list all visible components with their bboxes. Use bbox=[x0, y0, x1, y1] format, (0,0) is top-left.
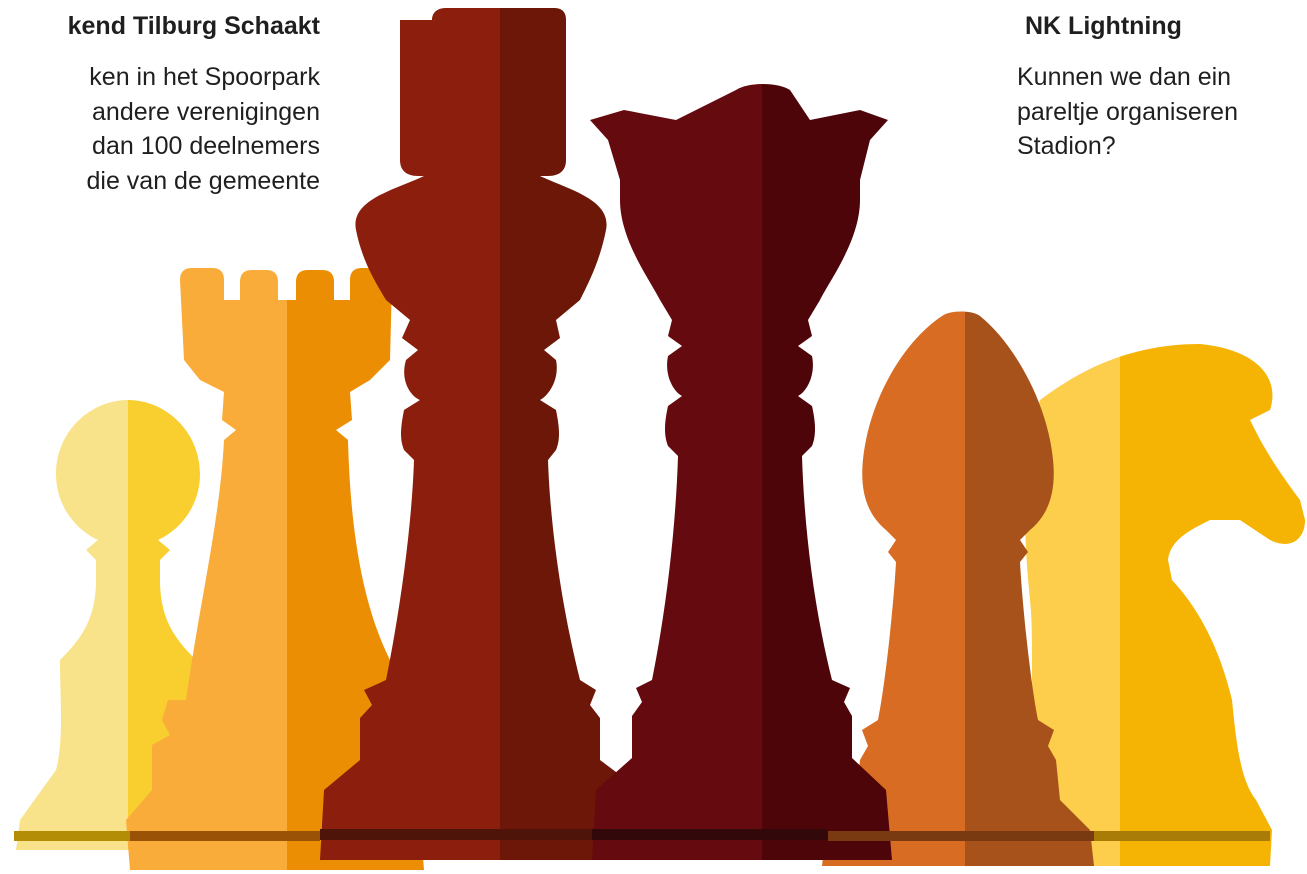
left-text-block: kend Tilburg Schaakt ken in het Spoorpar… bbox=[0, 6, 320, 198]
right-block-line: pareltje organiseren bbox=[1017, 97, 1238, 126]
right-block-title: NK Lightning bbox=[1025, 12, 1182, 40]
right-block-line: Stadion? bbox=[1017, 132, 1116, 160]
base-stripes bbox=[14, 829, 1270, 841]
queen-piece bbox=[590, 84, 892, 860]
left-block-line: ken in het Spoorpark bbox=[89, 63, 320, 91]
left-block-line: die van de gemeente bbox=[86, 166, 320, 195]
left-block-line: andere verenigingen bbox=[92, 97, 320, 126]
right-text-block: NK Lightning Kunnen we dan ein pareltje … bbox=[1017, 6, 1307, 164]
knight-piece bbox=[1025, 344, 1305, 866]
right-block-line: Kunnen we dan ein bbox=[1017, 63, 1232, 91]
left-block-title: kend Tilburg Schaakt bbox=[67, 12, 320, 40]
left-block-line: dan 100 deelnemers bbox=[92, 132, 320, 160]
king-piece bbox=[320, 8, 648, 860]
